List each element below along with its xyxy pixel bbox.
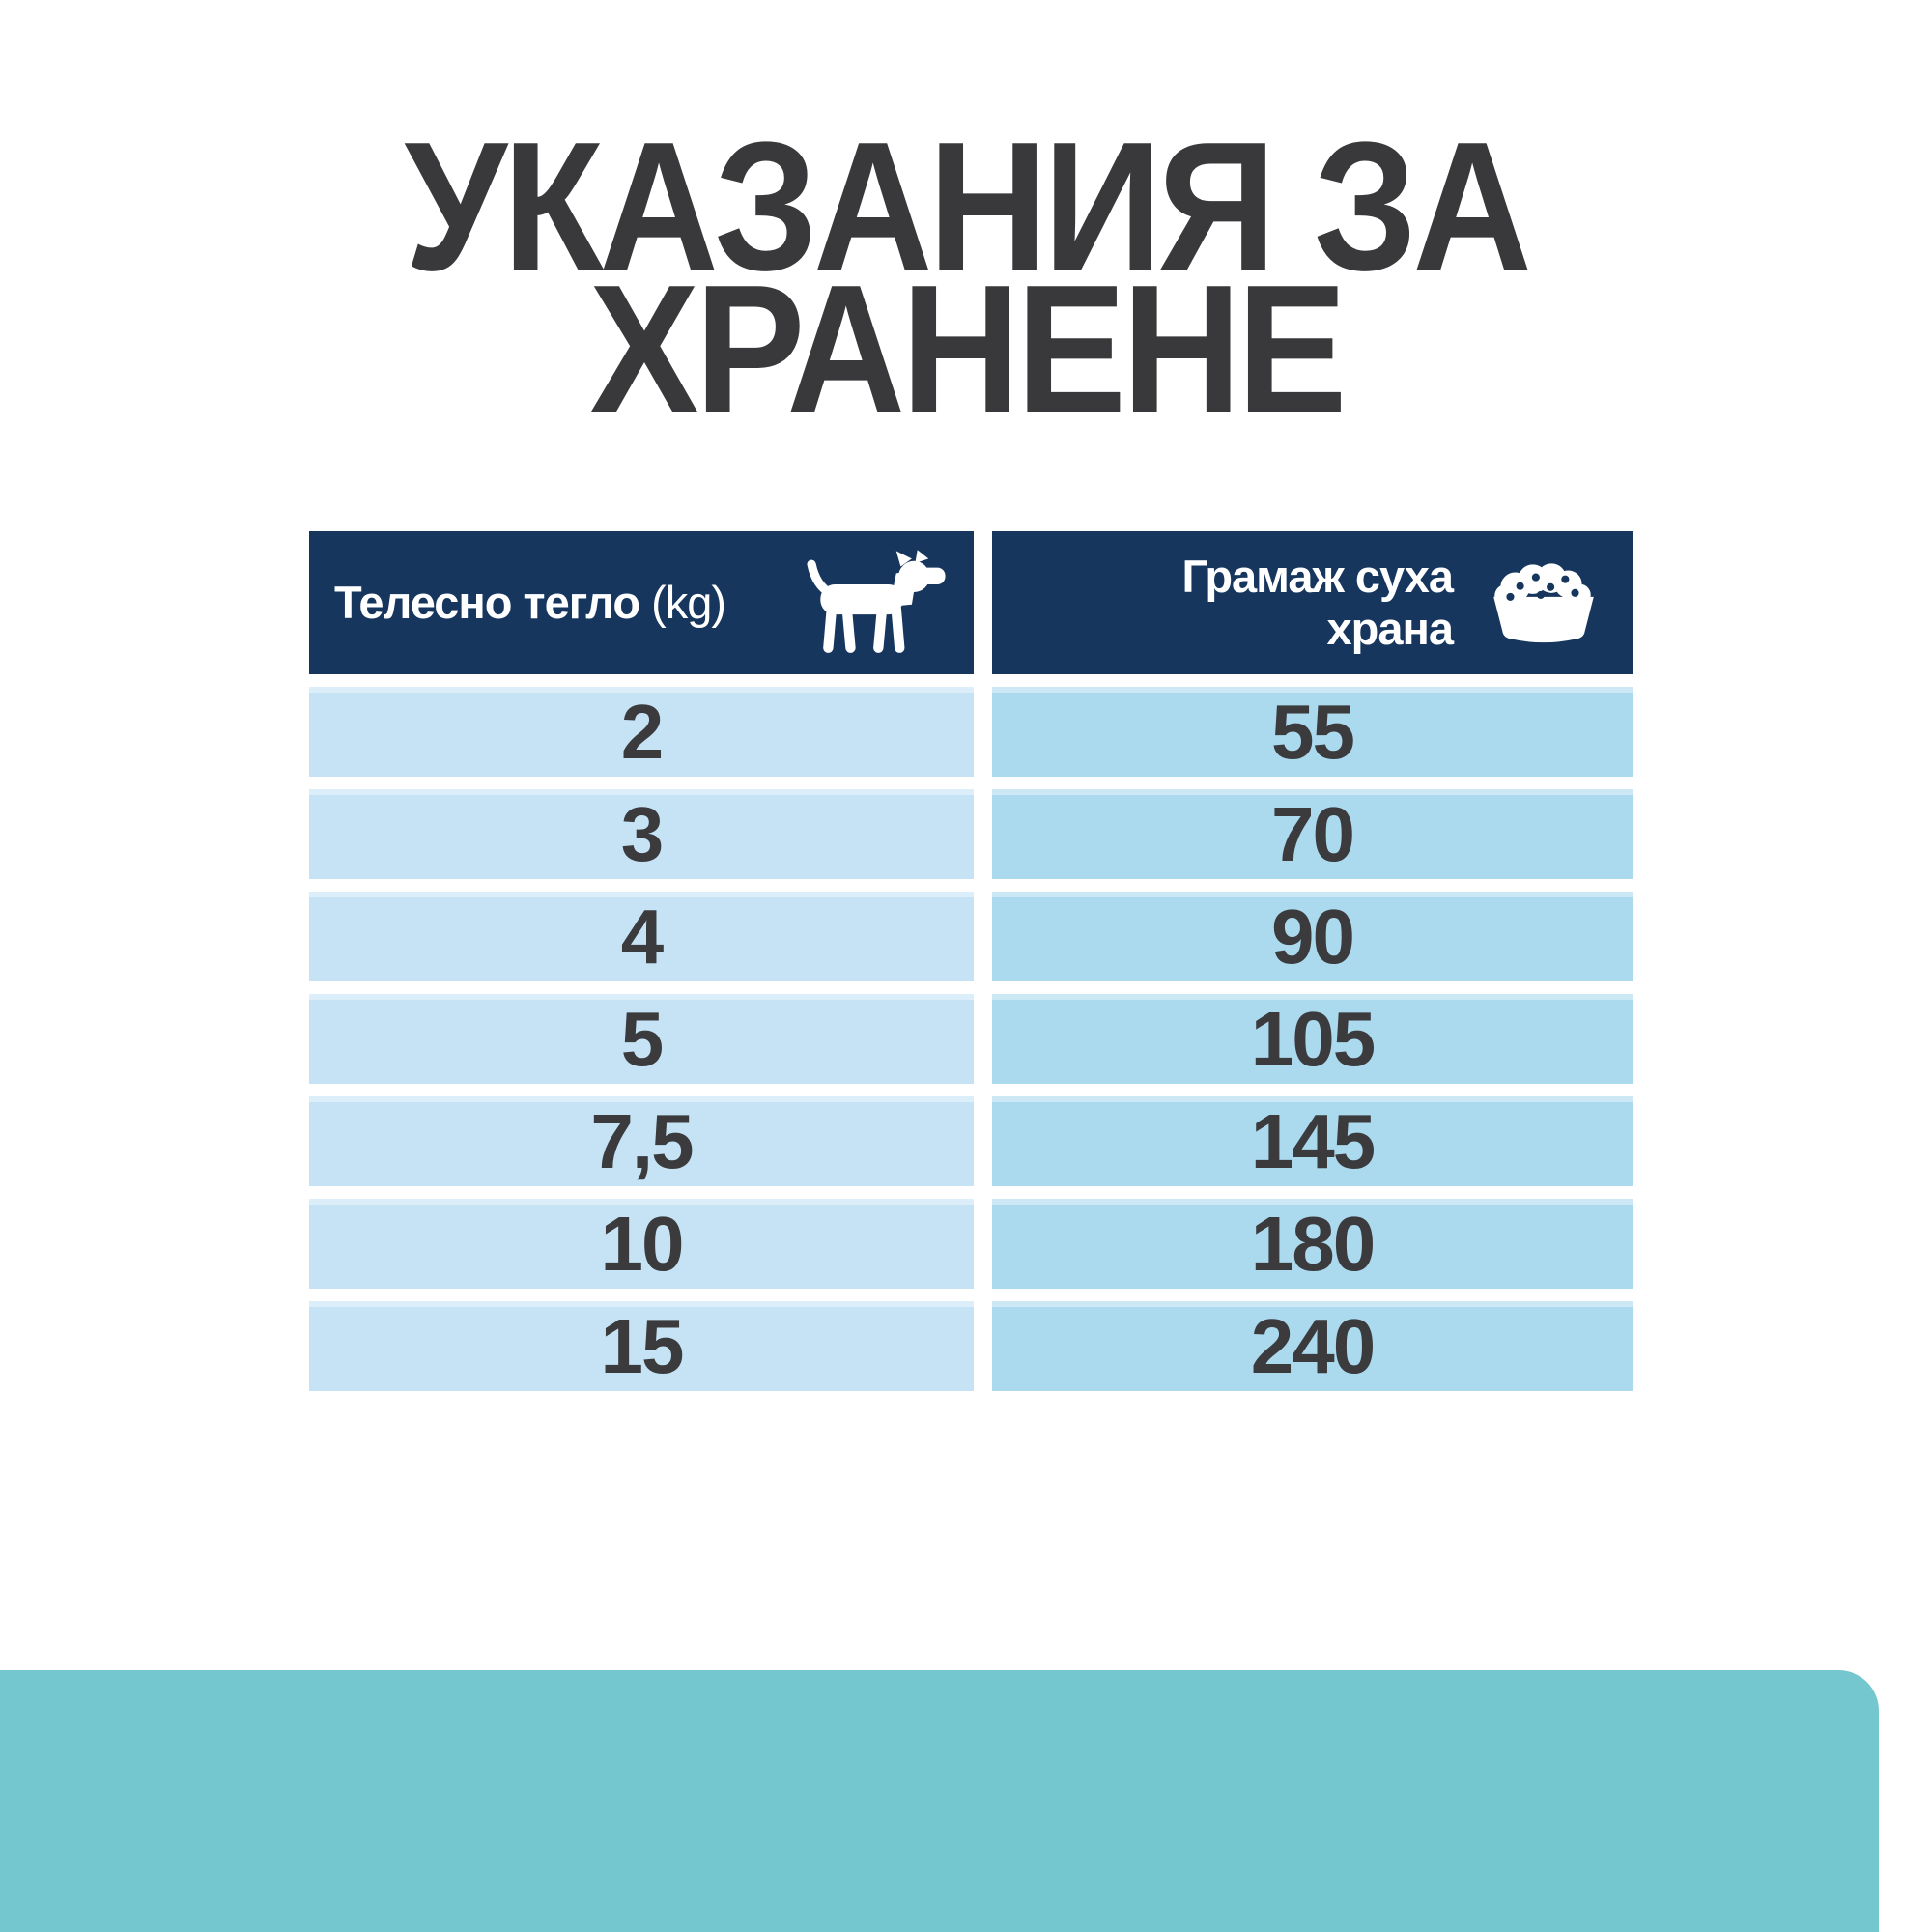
dry-food-header-label: Грамаж суха храна	[1017, 551, 1454, 655]
body-weight-cell: 10	[309, 1199, 974, 1289]
dry-food-header-cell: Грамаж суха храна	[992, 531, 1633, 674]
food-bowl-icon	[1493, 563, 1594, 643]
dry-food-cell: 55	[992, 687, 1633, 777]
dog-icon	[807, 550, 946, 653]
body-weight-cell: 7,5	[309, 1096, 974, 1186]
dry-food-cell: 145	[992, 1096, 1633, 1186]
title-line-1: УКАЗАНИЯ ЗА	[404, 104, 1532, 309]
weight-header-cell: Телесно тегло (kg)	[309, 531, 974, 674]
body-weight-cell: 3	[309, 789, 974, 879]
dry-food-cell: 180	[992, 1199, 1633, 1289]
feeding-table: Телесно тегло (kg)	[309, 531, 1633, 1391]
body-weight-cell: 15	[309, 1301, 974, 1391]
dry-food-cell: 240	[992, 1301, 1633, 1391]
dry-food-cell: 105	[992, 994, 1633, 1084]
weight-unit-label: (kg)	[651, 577, 726, 628]
page-title: УКАЗАНИЯ ЗА ХРАНЕНЕ	[97, 104, 1835, 452]
title-line-2: ХРАНЕНЕ	[588, 247, 1348, 452]
teal-footer-band	[0, 1670, 1879, 1932]
dry-food-cell: 70	[992, 789, 1633, 879]
weight-header-label: Телесно тегло (kg)	[334, 577, 726, 629]
body-weight-cell: 4	[309, 892, 974, 981]
dry-food-header-line1: Грамаж суха	[1181, 551, 1454, 602]
body-weight-cell: 2	[309, 687, 974, 777]
weight-label-text: Телесно тегло	[334, 577, 640, 628]
dry-food-header-line2: храна	[1326, 603, 1454, 654]
dry-food-cell: 90	[992, 892, 1633, 981]
body-weight-cell: 5	[309, 994, 974, 1084]
